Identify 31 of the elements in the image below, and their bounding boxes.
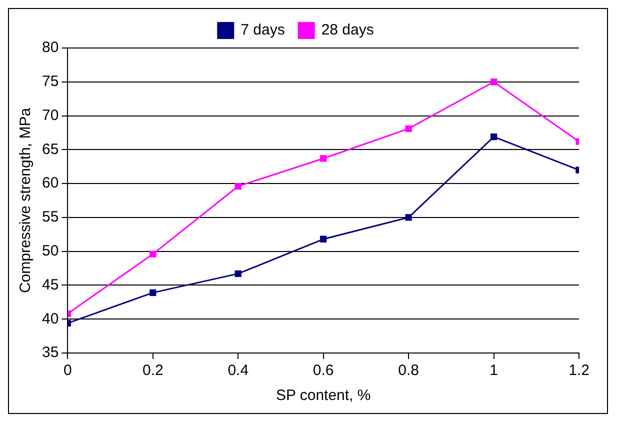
x-tick-label: 0.2 — [142, 362, 164, 380]
point — [320, 236, 327, 242]
point — [490, 133, 498, 140]
x-tick-label: 0.4 — [228, 362, 249, 380]
y-tick-label: 50 — [42, 242, 59, 260]
legend-label: 7 days — [240, 22, 285, 39]
point — [234, 182, 242, 190]
y-tick-label: 40 — [42, 310, 59, 328]
x-axis-title: SP content, % — [276, 387, 371, 404]
point — [490, 78, 498, 86]
y-tick-label: 45 — [42, 276, 59, 294]
x-tick-label: 1.2 — [568, 362, 590, 380]
point — [405, 214, 412, 221]
y-tick-label: 55 — [42, 208, 59, 226]
point — [234, 270, 242, 278]
x-tick-label: 0 — [64, 362, 72, 380]
y-axis-title: Compressive strength, MPa — [17, 107, 34, 294]
y-tick-label: 65 — [42, 140, 59, 158]
y-tick-label: 60 — [42, 174, 59, 192]
y-tick-label: 70 — [42, 106, 59, 124]
point — [150, 289, 156, 296]
point — [150, 250, 156, 258]
y-tick-label: 35 — [42, 344, 59, 362]
y-tick-label: 75 — [42, 73, 59, 90]
x-tick-label: 0.6 — [312, 362, 334, 380]
legend-label: 28 days — [321, 22, 374, 39]
x-tick-label: 1 — [490, 362, 498, 380]
y-tick-label: 80 — [42, 39, 59, 56]
x-tick-label: 0.8 — [398, 362, 419, 380]
point — [320, 155, 327, 162]
point — [405, 125, 412, 132]
